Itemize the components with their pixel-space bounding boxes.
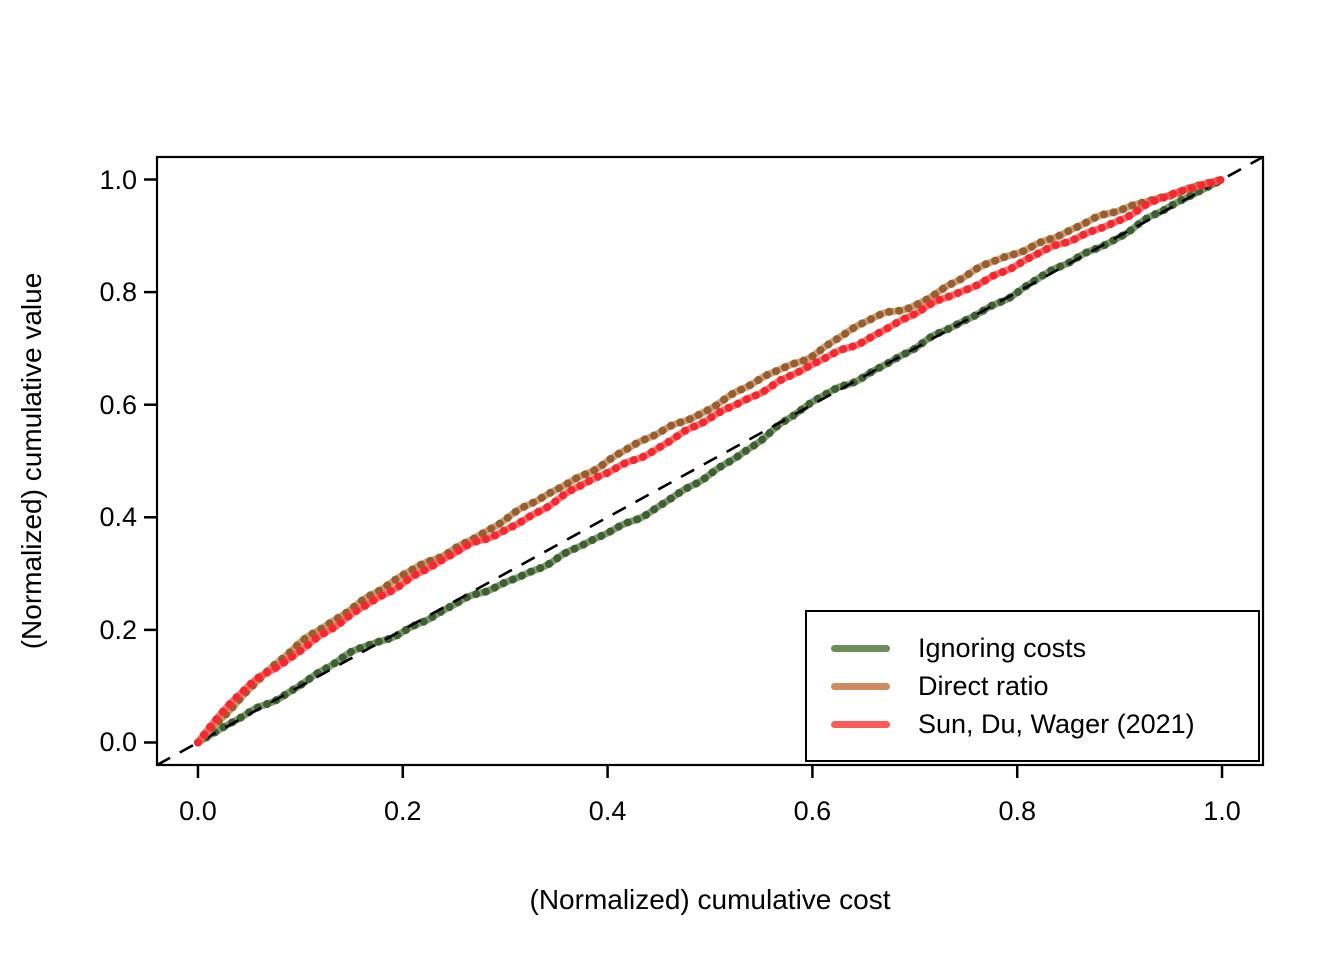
y-axis-title: (Normalized) cumulative value	[16, 272, 47, 650]
y-tick-label: 0.0	[99, 727, 137, 758]
x-axis-title: (Normalized) cumulative cost	[529, 884, 891, 915]
legend-item: Direct ratio	[831, 667, 1258, 705]
series-dots-ignoring-costs	[194, 175, 1226, 747]
x-tick-label: 0.4	[588, 796, 627, 826]
y-tick-label: 0.8	[99, 277, 137, 308]
legend-label: Ignoring costs	[918, 632, 1087, 663]
y-tick-label: 1.0	[99, 164, 137, 195]
legend-item: Sun, Du, Wager (2021)	[831, 705, 1258, 743]
plot-box	[155, 155, 1265, 767]
legend-label: Direct ratio	[918, 670, 1049, 701]
legend-item: Ignoring costs	[831, 629, 1258, 667]
legend-line-sample	[831, 720, 890, 728]
x-tick-label: 0.0	[179, 796, 217, 826]
x-tick-label: 0.8	[998, 796, 1036, 826]
reference-diagonal-line	[156, 155, 1264, 767]
x-tick-label: 0.2	[383, 796, 422, 826]
x-tick-label: 1.0	[1203, 796, 1241, 826]
y-tick-label: 0.4	[99, 502, 137, 533]
legend-line-sample	[831, 644, 890, 652]
series-dots-sun-du-wager-2021	[194, 175, 1226, 747]
legend-label: Sun, Du, Wager (2021)	[918, 708, 1195, 739]
legend: Ignoring costs Direct ratio Sun, Du, Wag…	[805, 610, 1260, 762]
legend-line-sample	[831, 682, 890, 690]
x-tick-label: 0.6	[793, 796, 832, 826]
series-dots-direct-ratio	[194, 175, 1226, 747]
y-tick-label: 0.6	[99, 389, 137, 420]
y-tick-label: 0.2	[99, 614, 137, 645]
